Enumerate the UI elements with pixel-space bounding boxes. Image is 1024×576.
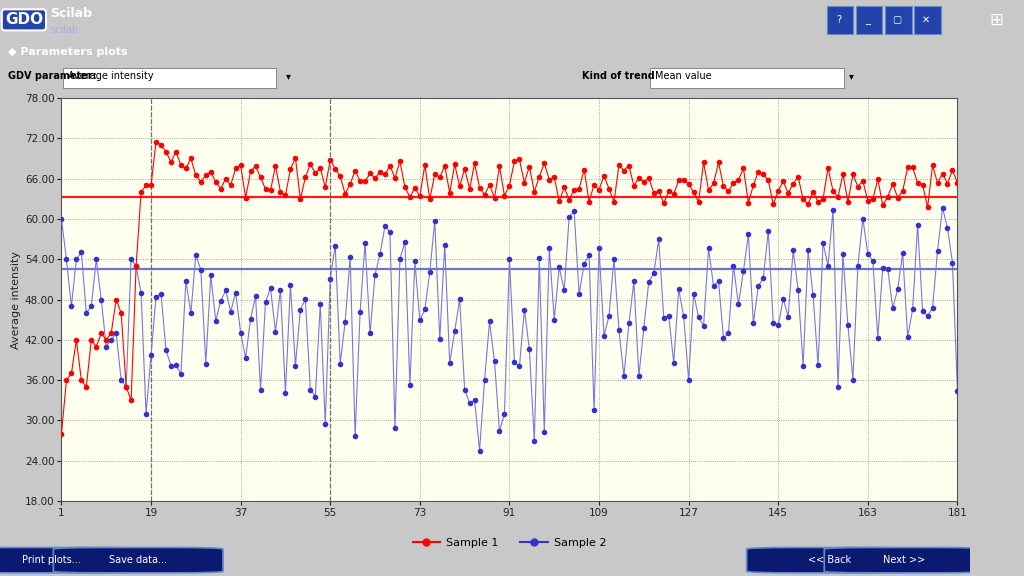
Text: scilab: scilab [50, 25, 79, 35]
FancyBboxPatch shape [824, 547, 984, 573]
Text: Kind of trend: Kind of trend [582, 71, 654, 81]
Text: ▾: ▾ [286, 71, 291, 81]
FancyBboxPatch shape [0, 547, 140, 573]
Text: Average intensity: Average intensity [68, 71, 154, 81]
Text: ▾: ▾ [849, 71, 853, 81]
Text: Save data...: Save data... [110, 555, 167, 565]
Text: GDO: GDO [5, 12, 43, 28]
Text: ?: ? [837, 15, 842, 25]
Y-axis label: Average intensity: Average intensity [10, 251, 20, 348]
Text: Mean value: Mean value [654, 71, 712, 81]
FancyBboxPatch shape [649, 67, 844, 88]
Text: Print plots...: Print plots... [22, 555, 80, 565]
Text: ◆ Parameters plots: ◆ Parameters plots [8, 47, 127, 58]
Bar [856, 6, 883, 34]
FancyBboxPatch shape [53, 547, 223, 573]
Text: _: _ [865, 15, 870, 25]
Bar [886, 6, 911, 34]
FancyBboxPatch shape [63, 67, 276, 88]
Bar [827, 6, 853, 34]
Text: ▢: ▢ [892, 15, 901, 25]
Text: ✕: ✕ [922, 15, 930, 25]
Text: GDV parameter:: GDV parameter: [8, 71, 96, 81]
Text: ⊞: ⊞ [990, 11, 1004, 29]
Text: << Back: << Back [808, 555, 851, 565]
Text: Next >>: Next >> [883, 555, 926, 565]
Text: Scilab: Scilab [50, 7, 92, 20]
Bar [914, 6, 941, 34]
Legend: Sample 1, Sample 2: Sample 1, Sample 2 [409, 533, 610, 552]
FancyBboxPatch shape [746, 547, 911, 573]
